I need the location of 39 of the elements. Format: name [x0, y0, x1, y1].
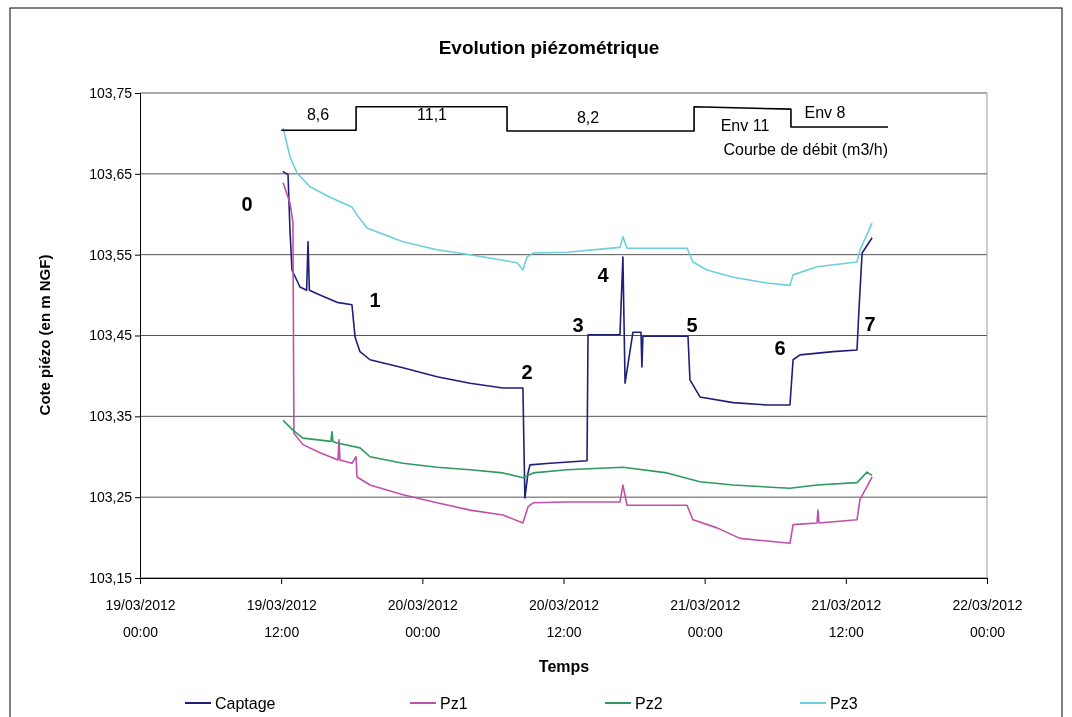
- y-axis-title: Cote piézo (en m NGF): [36, 254, 53, 416]
- y-tick-label: 103,25: [89, 489, 133, 506]
- annotation: Env 11: [720, 116, 770, 134]
- x-axis-title: Temps: [538, 658, 590, 675]
- x-tick-label: 21/03/2012 00:00: [670, 597, 741, 640]
- x-tick-label: 20/03/2012 00:00: [387, 597, 459, 640]
- annotation: 8,2: [576, 108, 600, 126]
- legend-label: Pz3: [830, 694, 858, 712]
- line-series: [282, 419, 873, 490]
- annotation: 1: [369, 289, 381, 311]
- y-tick-label: 103,45: [89, 327, 133, 344]
- legend-label: Captage: [215, 694, 276, 712]
- annotation: 6: [774, 337, 786, 359]
- y-tick-label: 103,35: [89, 408, 133, 425]
- x-tick-label: 19/03/2012 00:00: [105, 597, 176, 640]
- annotation: 3: [572, 314, 584, 336]
- annotation: 4: [597, 264, 610, 286]
- annotation: Env 8: [804, 103, 846, 121]
- annotation: 2: [521, 361, 533, 383]
- x-tick-label: 20/03/2012 12:00: [528, 597, 600, 640]
- y-tick-label: 103,65: [89, 165, 133, 182]
- line-series: [280, 105, 889, 132]
- chart-title: Evolution piézométrique: [438, 37, 660, 58]
- x-tick-label: 19/03/2012 12:00: [246, 597, 317, 640]
- annotation: 11,1: [417, 105, 448, 123]
- y-tick-label: 103,75: [89, 84, 133, 101]
- annotation: 0: [241, 193, 253, 215]
- line-series: [282, 181, 873, 545]
- x-tick-label: 21/03/2012 12:00: [811, 597, 882, 640]
- series-label: Courbe de débit (m3/h): [723, 140, 888, 158]
- y-tick-label: 103,55: [89, 246, 133, 263]
- line-series: [281, 170, 873, 499]
- legend-label: Pz1: [440, 694, 468, 712]
- legend-label: Pz2: [635, 694, 663, 712]
- annotation: 7: [864, 313, 876, 335]
- annotation: 5: [686, 314, 698, 336]
- x-tick-label: 22/03/2012 00:00: [952, 597, 1023, 640]
- y-tick-label: 103,15: [89, 569, 133, 586]
- annotation: 8,6: [306, 105, 330, 123]
